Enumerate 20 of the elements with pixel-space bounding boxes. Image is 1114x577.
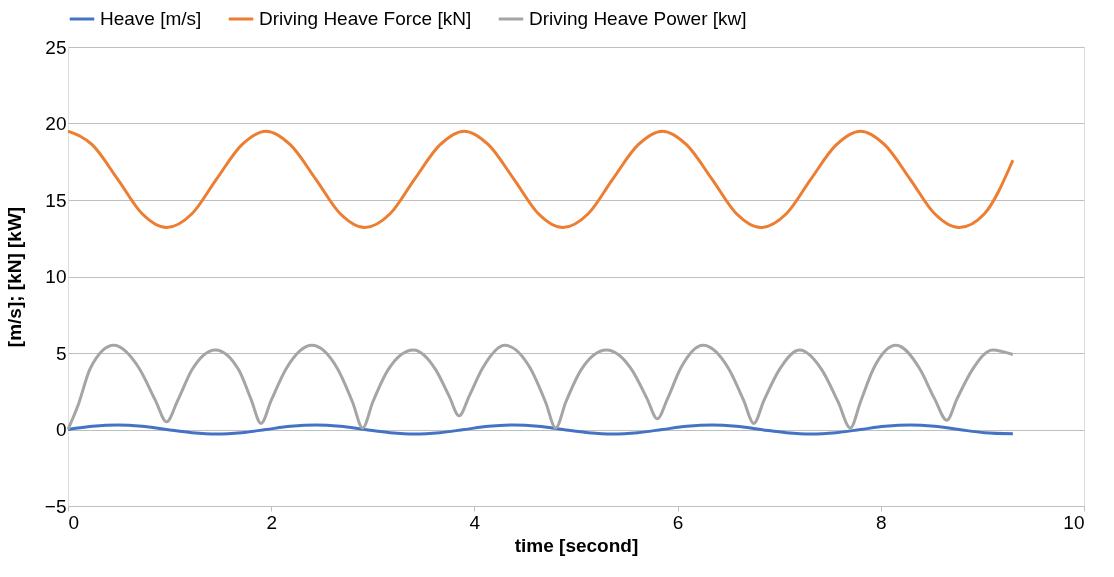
y-tick-label: 5 <box>55 342 67 364</box>
y-axis-title: [m/s]; [kN] [kW] <box>3 206 25 348</box>
legend-label: Driving Heave Force [kN] <box>259 8 472 29</box>
y-tick-label: 0 <box>55 419 67 440</box>
x-tick-label: 6 <box>672 511 684 533</box>
legend-label: Driving Heave Power [kw] <box>529 8 747 29</box>
y-tick-label: 20 <box>45 113 67 134</box>
y-tick-label: 15 <box>45 189 67 211</box>
line-series <box>66 129 1015 230</box>
y-tick-label: −5 <box>44 495 67 517</box>
x-axis-title: time [second] <box>514 534 639 556</box>
x-tick-label: 8 <box>876 511 887 533</box>
line-series <box>66 423 1015 436</box>
y-tick-label: 10 <box>45 266 67 287</box>
x-tick-label: 4 <box>469 511 481 533</box>
line-series <box>66 343 1015 431</box>
legend-label: Heave [m/s] <box>100 8 202 29</box>
y-tick-label: 25 <box>45 36 67 58</box>
x-tick-label: 10 <box>1063 511 1085 533</box>
x-tick-label: 2 <box>266 511 277 533</box>
